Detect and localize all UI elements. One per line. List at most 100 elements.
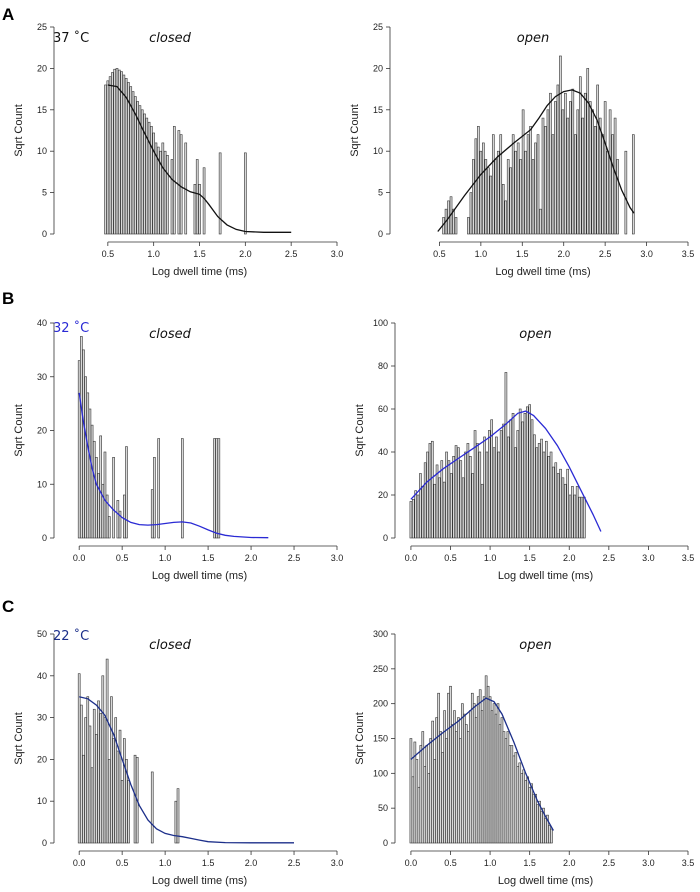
histogram-bar xyxy=(549,92,552,235)
histogram-bar xyxy=(106,80,110,235)
histogram-bar xyxy=(588,101,592,235)
histogram-bar xyxy=(114,717,118,844)
y-tick-label: 40 xyxy=(37,671,47,681)
histogram-bar xyxy=(608,109,612,235)
chart-b-open: 0 20 40 60 80 100 0.0 0.5 1.0 1.5 2.0 2.5 3.0 3.5 Log … xyxy=(354,318,694,582)
y-tick-label: 20 xyxy=(37,754,47,764)
histogram-bar xyxy=(153,457,156,539)
histogram-bar xyxy=(147,121,151,235)
histogram-bar xyxy=(215,438,218,539)
histogram-bar xyxy=(591,109,595,235)
histogram-bar xyxy=(101,675,105,844)
histogram-bar xyxy=(104,84,107,235)
x-tick-label: 3.0 xyxy=(640,249,653,259)
histogram-bar xyxy=(409,501,413,539)
histogram-bar xyxy=(244,152,247,235)
fit-curve xyxy=(437,89,635,232)
histogram-bar xyxy=(519,159,522,235)
y-tick-label: 25 xyxy=(373,22,383,32)
y-tick-label: 30 xyxy=(37,372,47,382)
histogram-bar xyxy=(433,483,436,539)
histogram-bar xyxy=(533,434,536,539)
histogram-bar xyxy=(564,92,567,235)
x-tick-label: 2.5 xyxy=(599,249,612,259)
histogram-bar xyxy=(544,126,547,235)
histogram-bar xyxy=(541,117,545,235)
x-tick-label: 0.5 xyxy=(116,858,129,868)
temperature-label-c: 22 ˚C xyxy=(53,628,89,644)
histogram-bar xyxy=(161,142,165,235)
histogram-bar xyxy=(511,412,515,539)
histogram-bar xyxy=(213,438,216,539)
y-tick-label: 0 xyxy=(383,838,388,848)
histogram-bar xyxy=(556,473,560,539)
histogram-bar xyxy=(487,430,491,539)
histogram-bar xyxy=(163,150,167,235)
histogram-bar xyxy=(501,184,505,235)
histogram-bar xyxy=(426,451,429,539)
histogram-bar xyxy=(170,159,174,235)
histogram-bar xyxy=(124,78,128,235)
fit-curve xyxy=(107,84,292,233)
fit-curve xyxy=(410,410,602,532)
histogram-bar xyxy=(529,126,532,235)
chart-title: closed xyxy=(149,327,191,342)
x-axis-label: Log dwell time (ms) xyxy=(152,266,247,278)
chart-title: closed xyxy=(149,31,191,46)
y-tick-label: 80 xyxy=(378,361,388,371)
x-tick-label: 2.0 xyxy=(557,249,570,259)
histogram-bar xyxy=(454,445,458,539)
histogram-bar xyxy=(116,500,120,539)
histogram-bar xyxy=(535,447,539,539)
histogram-bar xyxy=(419,473,422,539)
histogram-bar xyxy=(566,117,570,235)
histogram-bar xyxy=(92,708,96,844)
x-tick-label: 3.0 xyxy=(642,858,655,868)
histogram-bar xyxy=(195,159,199,235)
y-axis-label: Sqrt Count xyxy=(349,104,361,157)
histogram-bar xyxy=(117,69,121,235)
y-tick-label: 40 xyxy=(378,447,388,457)
histogram-bar xyxy=(95,457,98,539)
histogram-bar xyxy=(118,510,122,539)
y-tick-label: 100 xyxy=(373,768,388,778)
x-tick-label: 1.0 xyxy=(147,249,160,259)
x-axis-label: Log dwell time (ms) xyxy=(152,570,247,582)
y-tick-label: 15 xyxy=(373,105,383,115)
histogram-bar xyxy=(506,159,510,235)
histogram-bar xyxy=(482,142,485,235)
histogram-bar xyxy=(489,175,493,235)
x-tick-label: 1.5 xyxy=(202,553,215,563)
x-axis-label: Log dwell time (ms) xyxy=(498,875,593,887)
histogram-bar xyxy=(217,438,221,539)
histogram-bar xyxy=(112,738,115,844)
histogram-bar xyxy=(428,443,432,539)
histogram-bar xyxy=(445,451,448,539)
histogram-bar xyxy=(598,117,602,235)
histogram-bar xyxy=(457,447,460,539)
histogram-bar xyxy=(97,473,100,539)
histogram-bar xyxy=(88,408,92,539)
histogram-bar xyxy=(575,486,579,539)
histogram-bar xyxy=(111,72,114,235)
y-tick-label: 30 xyxy=(37,713,47,723)
histogram-bar xyxy=(118,729,122,844)
panel-letter-b: B xyxy=(2,289,14,308)
histogram-bar xyxy=(127,779,130,844)
x-axis-label: Log dwell time (ms) xyxy=(152,875,247,887)
y-tick-label: 200 xyxy=(373,699,388,709)
histogram-bar xyxy=(491,134,495,235)
histogram-bar xyxy=(416,494,420,539)
histogram-bar xyxy=(494,159,498,235)
histogram-bar xyxy=(84,376,87,539)
histogram-bar xyxy=(120,71,123,235)
histogram-bar xyxy=(578,496,581,539)
y-axis-label: Sqrt Count xyxy=(354,712,366,765)
x-tick-label: 0.5 xyxy=(116,553,129,563)
histogram-bar xyxy=(504,200,508,235)
y-tick-label: 20 xyxy=(378,490,388,500)
x-tick-label: 0.5 xyxy=(433,249,446,259)
histogram-bar xyxy=(97,700,100,844)
fit-curve xyxy=(410,697,554,831)
histogram-bar xyxy=(537,443,541,539)
